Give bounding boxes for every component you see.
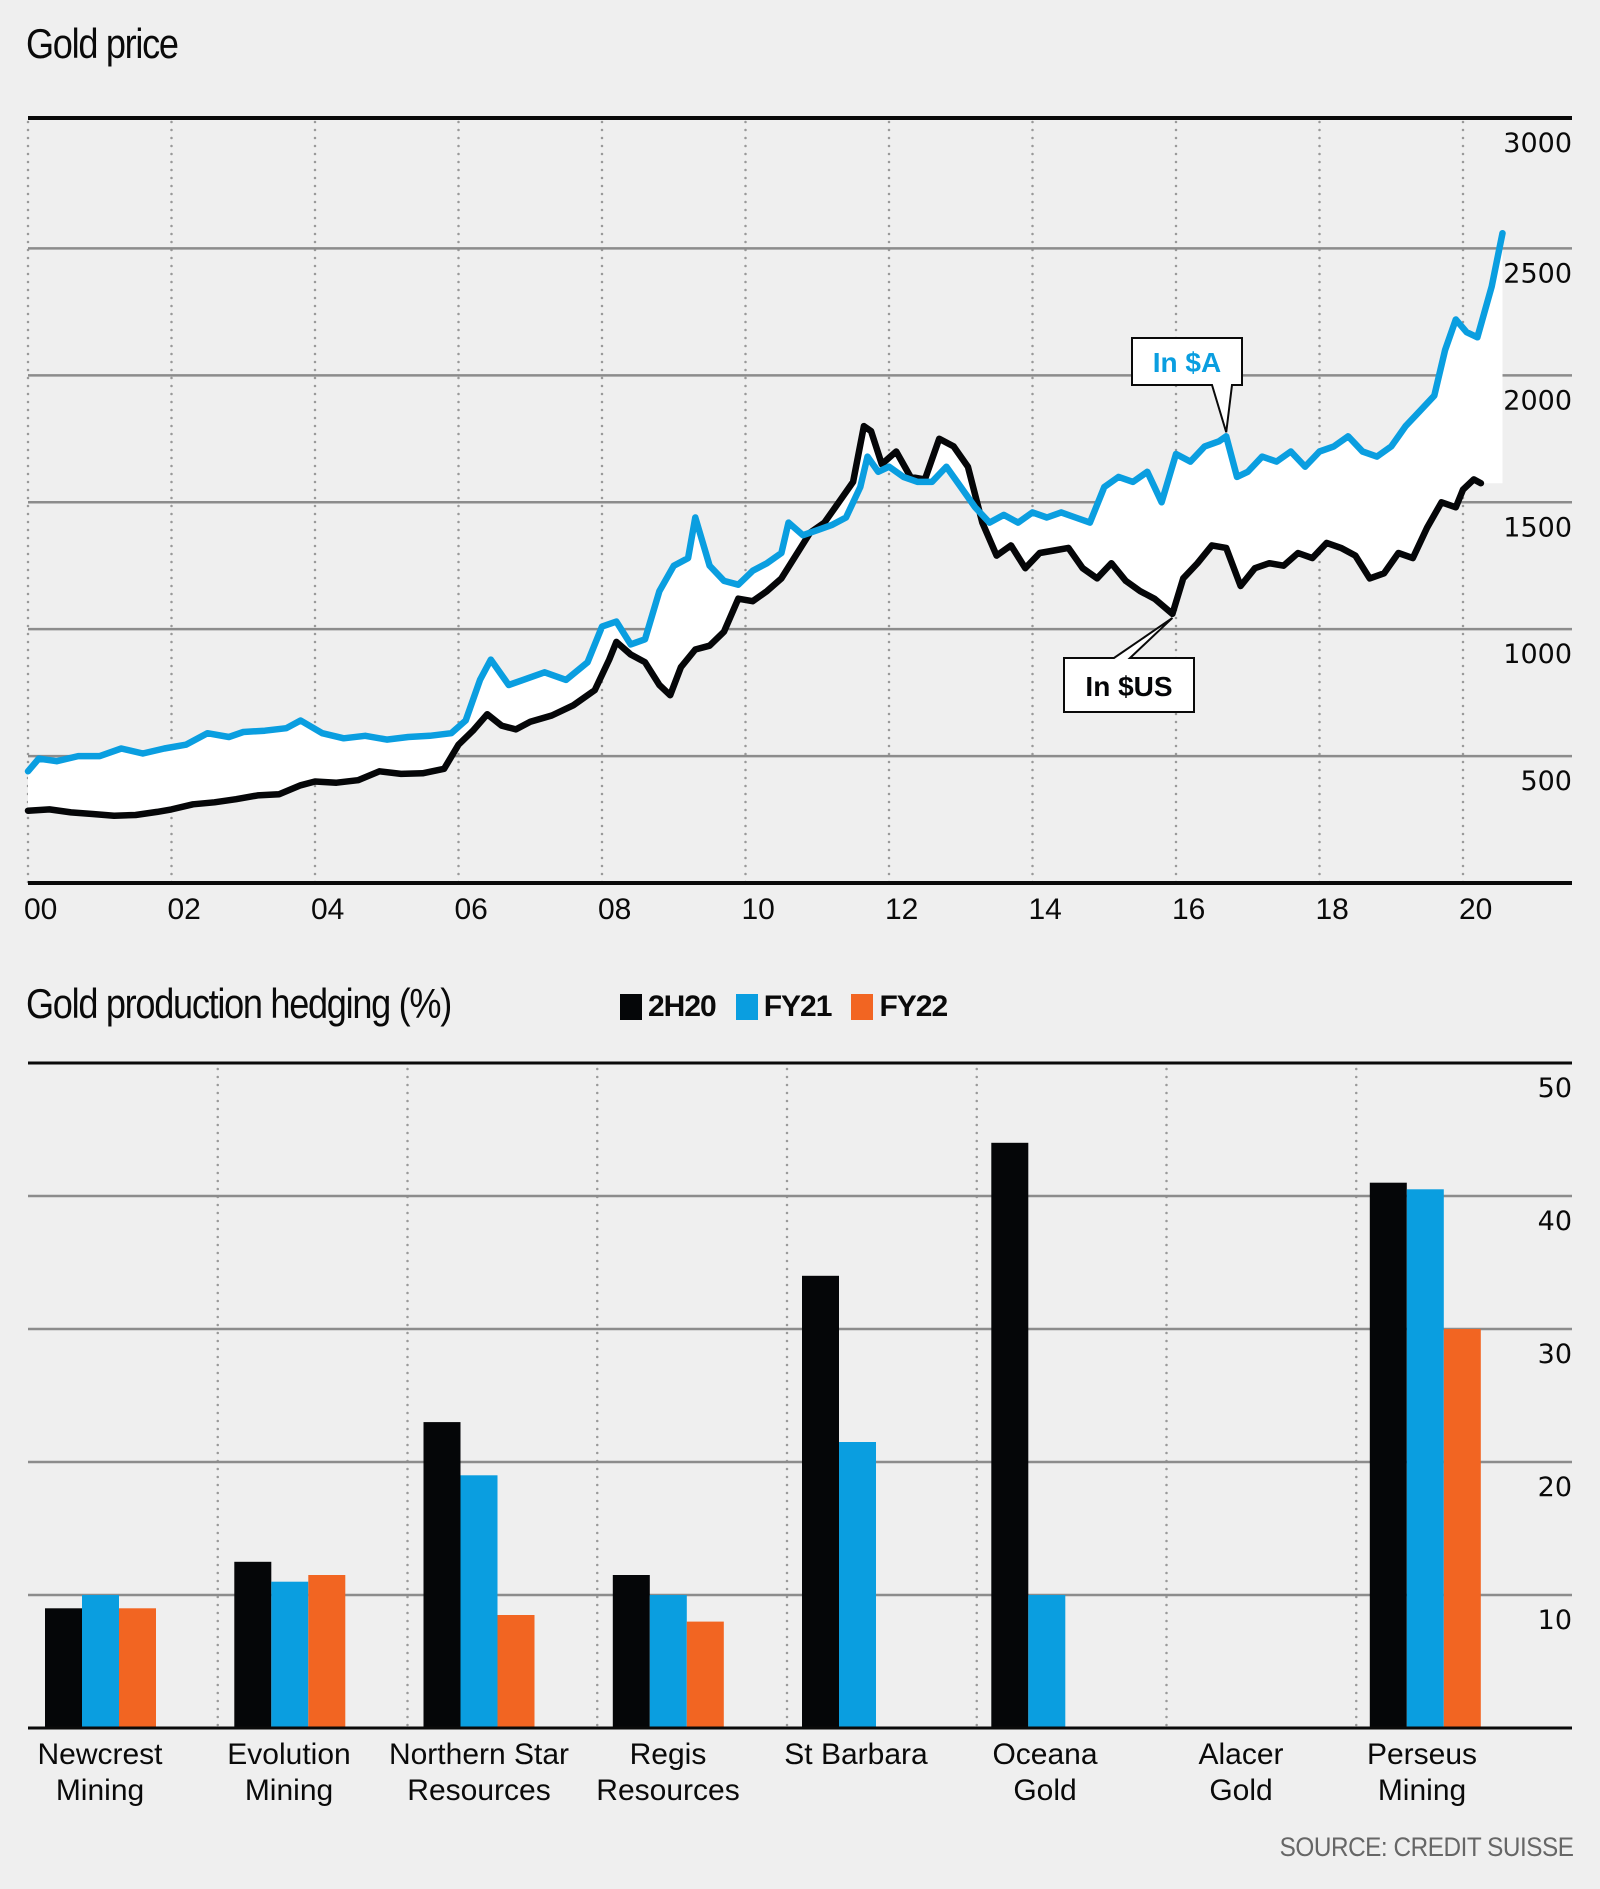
category-label-line: Resources	[596, 1774, 739, 1807]
usd-callout: In $US	[1063, 617, 1195, 713]
category-label-line: Northern Star	[389, 1738, 569, 1771]
bar-2h20-regis-resources	[612, 1575, 650, 1728]
bar-fy22-regis-resources	[686, 1621, 724, 1728]
y-tick-label: 2500	[1503, 258, 1572, 289]
y-tick-label: 40	[1538, 1206, 1572, 1237]
category-label: Evolution Mining	[227, 1738, 350, 1807]
bar-2h20-newcrest-mining	[45, 1608, 82, 1728]
y-tick-label: 1000	[1503, 639, 1572, 670]
price-gap-fill	[28, 233, 1503, 816]
y-tick-label: 50	[1538, 1073, 1572, 1104]
legend-label-2h20: 2H20	[648, 990, 717, 1023]
gold-price-line-chart: 500 1000 1500 2000 2500 3000 00 02 04 06 08 10 12 14…	[24, 116, 1572, 926]
legend-swatch-2h20	[620, 994, 642, 1020]
usd-callout-label: In $US	[1085, 671, 1172, 702]
legend-item-2h20: 2H20	[620, 990, 717, 1024]
bar-fy22-perseus-mining	[1443, 1329, 1481, 1728]
x-tick-label: 14	[1029, 893, 1062, 926]
y-tick-label: 20	[1538, 1472, 1572, 1503]
y-tick-label: 10	[1538, 1605, 1572, 1636]
bar-fy21-northern-star-resources	[460, 1475, 498, 1728]
y-tick-label: 3000	[1503, 128, 1572, 159]
source-note: SOURCE: CREDIT SUISSE	[1280, 1832, 1574, 1862]
category-label-line: Oceana	[992, 1738, 1097, 1771]
x-tick-label: 16	[1172, 893, 1205, 926]
bar-2h20-oceana-gold	[991, 1142, 1029, 1728]
category-label-line: Newcrest	[37, 1738, 163, 1771]
x-tick-label: 10	[742, 893, 775, 926]
x-tick-label: 08	[598, 893, 631, 926]
legend-label-fy21: FY21	[763, 990, 833, 1023]
category-label: Oceana Gold	[992, 1738, 1097, 1807]
bar-2h20-northern-star-resources	[423, 1422, 461, 1728]
category-label: Northern Star Resources	[389, 1738, 569, 1807]
category-label: Alacer Gold	[1198, 1738, 1283, 1807]
legend-item-fy22: FY22	[851, 990, 948, 1024]
category-label: Regis Resources	[596, 1738, 739, 1807]
bar-fy21-st-barbara	[839, 1442, 876, 1728]
x-tick-label: 02	[168, 893, 201, 926]
category-label-line: St Barbara	[784, 1738, 928, 1771]
category-label: St Barbara	[784, 1738, 928, 1771]
category-label-line: Regis	[630, 1738, 707, 1771]
legend-item-fy21: FY21	[735, 990, 833, 1024]
category-label-line: Perseus	[1367, 1738, 1477, 1771]
aud-callout: In $A	[1131, 337, 1243, 433]
category-label-line: Mining	[1378, 1774, 1466, 1807]
x-tick-label: 00	[24, 893, 57, 926]
category-label-line: Mining	[56, 1774, 144, 1807]
y-tick-label: 30	[1538, 1339, 1572, 1370]
bar-fy21-evolution-mining	[271, 1581, 309, 1728]
category-label: Perseus Mining	[1367, 1738, 1477, 1807]
x-tick-label: 12	[885, 893, 918, 926]
hedging-legend: 2H20 FY21 FY22	[620, 990, 948, 1024]
category-label: Newcrest Mining	[37, 1738, 163, 1807]
y-tick-label: 1500	[1503, 512, 1572, 543]
bar-2h20-st-barbara	[802, 1275, 839, 1728]
bar-2h20-perseus-mining	[1369, 1182, 1407, 1728]
aud-callout-label: In $A	[1153, 347, 1221, 378]
y-tick-label: 500	[1520, 766, 1572, 797]
bar-fy22-newcrest-mining	[119, 1608, 156, 1728]
usd-callout-box	[1063, 617, 1195, 713]
bar-fy21-perseus-mining	[1406, 1189, 1444, 1728]
legend-swatch-fy21	[735, 994, 758, 1020]
bar-fy21-regis-resources	[649, 1595, 687, 1728]
hedging-title: Gold production hedging (%)	[26, 980, 452, 1027]
bar-fy22-evolution-mining	[308, 1575, 346, 1728]
bar-fy22-northern-star-resources	[497, 1615, 535, 1728]
category-label-line: Evolution	[227, 1738, 350, 1771]
x-tick-label: 04	[311, 893, 344, 926]
bar-fy21-oceana-gold	[1028, 1595, 1066, 1728]
aud-callout-box	[1131, 337, 1243, 433]
category-label-line: Alacer	[1198, 1738, 1283, 1771]
bar-fy21-newcrest-mining	[82, 1595, 119, 1728]
y-tick-label: 2000	[1503, 385, 1572, 416]
category-label-line: Resources	[407, 1774, 550, 1807]
category-label-line: Gold	[1013, 1774, 1076, 1807]
bar-2h20-evolution-mining	[234, 1561, 272, 1729]
x-tick-label: 06	[455, 893, 488, 926]
x-tick-label: 20	[1459, 893, 1492, 926]
legend-swatch-fy22	[851, 994, 874, 1020]
usd-price-line	[24, 422, 1485, 819]
category-label-line: Mining	[245, 1774, 333, 1807]
legend-label-fy22: FY22	[879, 990, 948, 1023]
x-tick-label: 18	[1316, 893, 1349, 926]
gold-price-title: Gold price	[26, 20, 179, 67]
category-label-line: Gold	[1209, 1774, 1272, 1807]
aud-price-line	[24, 229, 1506, 775]
line-grid: 500 1000 1500 2000 2500 3000	[26, 116, 1572, 885]
